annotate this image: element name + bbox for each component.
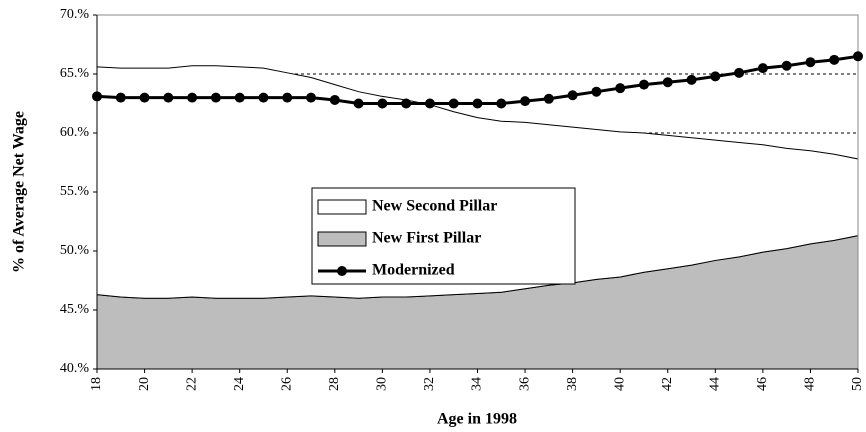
x-tick-label: 24: [232, 377, 247, 391]
legend-marker: [337, 266, 347, 276]
x-tick-label: 18: [89, 377, 104, 391]
legend-label: Modernized: [372, 262, 455, 279]
marker: [757, 63, 768, 74]
x-tick-label: 48: [803, 377, 818, 391]
marker: [734, 67, 745, 78]
y-tick-label: 50.%: [60, 243, 90, 258]
x-tick-label: 28: [327, 377, 342, 391]
marker: [448, 98, 459, 109]
legend-label: New First Pillar: [372, 230, 481, 247]
marker: [591, 86, 602, 97]
marker: [234, 92, 245, 103]
marker: [258, 92, 269, 103]
marker: [567, 90, 578, 101]
legend-swatch: [317, 231, 367, 247]
y-tick-label: 40.%: [60, 361, 90, 376]
legend-swatch: [317, 199, 367, 215]
marker: [353, 98, 364, 109]
x-tick-label: 34: [470, 377, 485, 391]
x-tick-label: 20: [137, 377, 152, 391]
marker: [853, 51, 863, 62]
y-tick-label: 45.%: [60, 302, 90, 317]
y-tick-label: 65.%: [60, 66, 90, 81]
x-tick-label: 26: [279, 377, 294, 391]
marker: [520, 96, 531, 107]
marker: [306, 92, 317, 103]
marker: [710, 71, 721, 82]
x-tick-label: 50: [850, 377, 865, 391]
marker: [472, 98, 483, 109]
x-tick-label: 46: [755, 377, 770, 391]
marker: [139, 92, 150, 103]
marker: [377, 98, 388, 109]
marker: [615, 83, 626, 94]
marker: [282, 92, 293, 103]
x-tick-label: 40: [612, 377, 627, 391]
marker: [329, 94, 340, 105]
y-tick-label: 55.%: [60, 184, 90, 199]
marker: [115, 92, 126, 103]
x-tick-label: 36: [517, 377, 532, 391]
marker: [424, 98, 435, 109]
x-tick-label: 32: [422, 377, 437, 391]
marker: [638, 79, 649, 90]
y-tick-label: 70.%: [60, 7, 90, 22]
marker: [187, 92, 198, 103]
marker: [805, 57, 816, 68]
legend: New Second Pillar New First Pillar Moderni…: [311, 187, 576, 285]
marker: [662, 77, 673, 88]
marker: [210, 92, 221, 103]
x-tick-label: 22: [184, 377, 199, 391]
marker: [686, 74, 697, 85]
marker: [781, 60, 792, 71]
marker: [163, 92, 174, 103]
x-tick-label: 30: [375, 377, 390, 391]
marker: [92, 91, 102, 102]
x-axis-label: Age in 1998: [437, 411, 517, 428]
x-tick-label: 44: [708, 377, 723, 391]
x-tick-label: 42: [660, 377, 675, 391]
y-axis-label: % of Average Net Wage: [11, 111, 28, 273]
marker: [496, 98, 507, 109]
legend-label: New Second Pillar: [372, 198, 497, 215]
marker: [401, 98, 412, 109]
y-tick-label: 60.%: [60, 125, 90, 140]
marker: [829, 54, 840, 65]
x-tick-label: 38: [565, 377, 580, 391]
marker: [543, 93, 554, 104]
